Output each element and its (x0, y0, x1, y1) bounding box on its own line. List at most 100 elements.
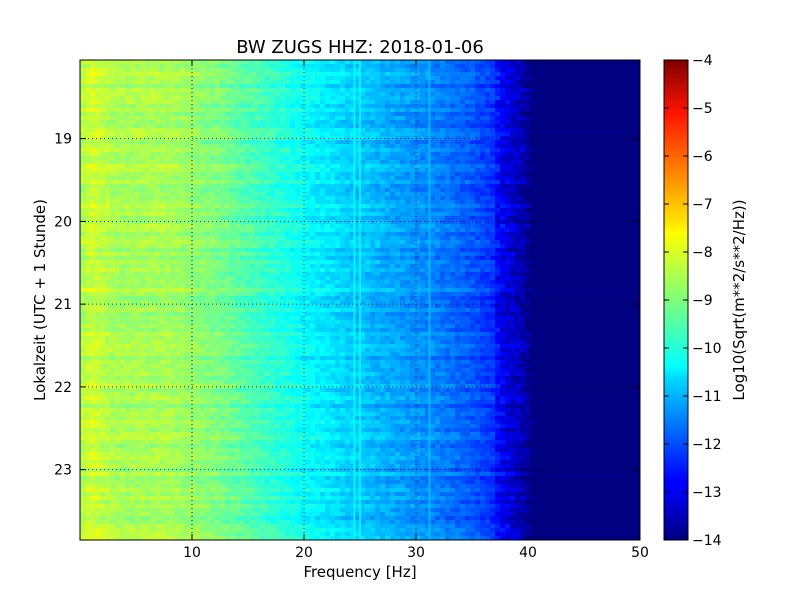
heatmap-cell (335, 60, 341, 65)
heatmap-cell (420, 116, 426, 121)
heatmap-cell (390, 64, 396, 69)
heatmap-cell (520, 120, 526, 125)
heatmap-cell (285, 80, 291, 85)
heatmap-cell (555, 152, 561, 157)
heatmap-cell (245, 180, 251, 185)
heatmap-cell (550, 232, 556, 237)
heatmap-cell (115, 204, 121, 209)
heatmap-cell (585, 136, 591, 141)
heatmap-cell (390, 176, 396, 181)
heatmap-cell (175, 188, 181, 193)
heatmap-cell (315, 236, 321, 241)
heatmap-cell (100, 152, 106, 157)
heatmap-cell (230, 220, 236, 225)
heatmap-cell (595, 88, 601, 93)
heatmap-cell (195, 76, 201, 81)
heatmap-cell (510, 76, 516, 81)
heatmap-cell (615, 216, 621, 221)
heatmap-cell (160, 92, 166, 97)
heatmap-cell (485, 88, 491, 93)
heatmap-cell (470, 92, 476, 97)
heatmap-cell (575, 200, 581, 205)
heatmap-cell (555, 104, 561, 109)
heatmap-cell (275, 148, 281, 153)
heatmap-cell (575, 76, 581, 81)
heatmap-cell (130, 96, 136, 101)
heatmap-cell (545, 172, 551, 177)
heatmap-cell (360, 92, 366, 97)
heatmap-cell (335, 228, 341, 233)
heatmap-cell (590, 112, 596, 117)
heatmap-cell (480, 136, 486, 141)
heatmap-cell (125, 172, 131, 177)
heatmap-cell (565, 124, 571, 129)
heatmap-cell (440, 204, 446, 209)
heatmap-cell (290, 192, 296, 197)
heatmap-cell (630, 60, 636, 65)
heatmap-cell (315, 104, 321, 109)
heatmap-cell (445, 180, 451, 185)
heatmap-cell (155, 176, 161, 181)
heatmap-cell (340, 236, 346, 241)
heatmap-cell (80, 180, 86, 185)
heatmap-cell (550, 200, 556, 205)
heatmap-cell (410, 88, 416, 93)
heatmap-cell (565, 176, 571, 181)
heatmap-cell (610, 184, 616, 189)
heatmap-cell (315, 124, 321, 129)
heatmap-cell (395, 232, 401, 237)
heatmap-cell (420, 200, 426, 205)
heatmap-cell (140, 232, 146, 237)
heatmap-cell (145, 104, 151, 109)
heatmap-cell (175, 68, 181, 73)
heatmap-cell (400, 72, 406, 77)
heatmap-cell (310, 96, 316, 101)
heatmap-cell (100, 64, 106, 69)
heatmap-cell (610, 88, 616, 93)
heatmap-cell (290, 156, 296, 161)
heatmap-cell (200, 132, 206, 137)
heatmap-cell (385, 84, 391, 89)
heatmap-cell (545, 196, 551, 201)
heatmap-cell (535, 84, 541, 89)
heatmap-cell (570, 96, 576, 101)
heatmap-cell (290, 212, 296, 217)
heatmap-cell (130, 128, 136, 133)
heatmap-cell (130, 80, 136, 85)
heatmap-cell (600, 220, 606, 225)
heatmap-cell (170, 80, 176, 85)
heatmap-cell (455, 192, 461, 197)
heatmap-cell (300, 116, 306, 121)
heatmap-cell (355, 96, 361, 101)
heatmap-cell (145, 132, 151, 137)
heatmap-cell (210, 160, 216, 165)
heatmap-cell (300, 100, 306, 105)
heatmap-cell (255, 204, 261, 209)
heatmap-cell (195, 160, 201, 165)
heatmap-cell (310, 192, 316, 197)
heatmap-cell (460, 116, 466, 121)
heatmap-cell (135, 212, 141, 217)
heatmap-cell (575, 68, 581, 73)
heatmap-cell (280, 76, 286, 81)
heatmap-cell (415, 100, 421, 105)
heatmap-cell (170, 72, 176, 77)
heatmap-cell (515, 76, 521, 81)
heatmap-cell (125, 132, 131, 137)
heatmap-cell (475, 184, 481, 189)
heatmap-cell (170, 128, 176, 133)
heatmap-cell (280, 236, 286, 241)
heatmap-cell (115, 100, 121, 105)
heatmap-cell (90, 112, 96, 117)
heatmap-cell (160, 144, 166, 149)
heatmap-cell (190, 204, 196, 209)
heatmap-cell (460, 96, 466, 101)
heatmap-cell (175, 164, 181, 169)
heatmap-cell (445, 76, 451, 81)
heatmap-cell (470, 84, 476, 89)
heatmap-cell (565, 204, 571, 209)
heatmap-cell (325, 92, 331, 97)
heatmap-cell (95, 224, 101, 229)
heatmap-cell (310, 208, 316, 213)
heatmap-cell (285, 224, 291, 229)
